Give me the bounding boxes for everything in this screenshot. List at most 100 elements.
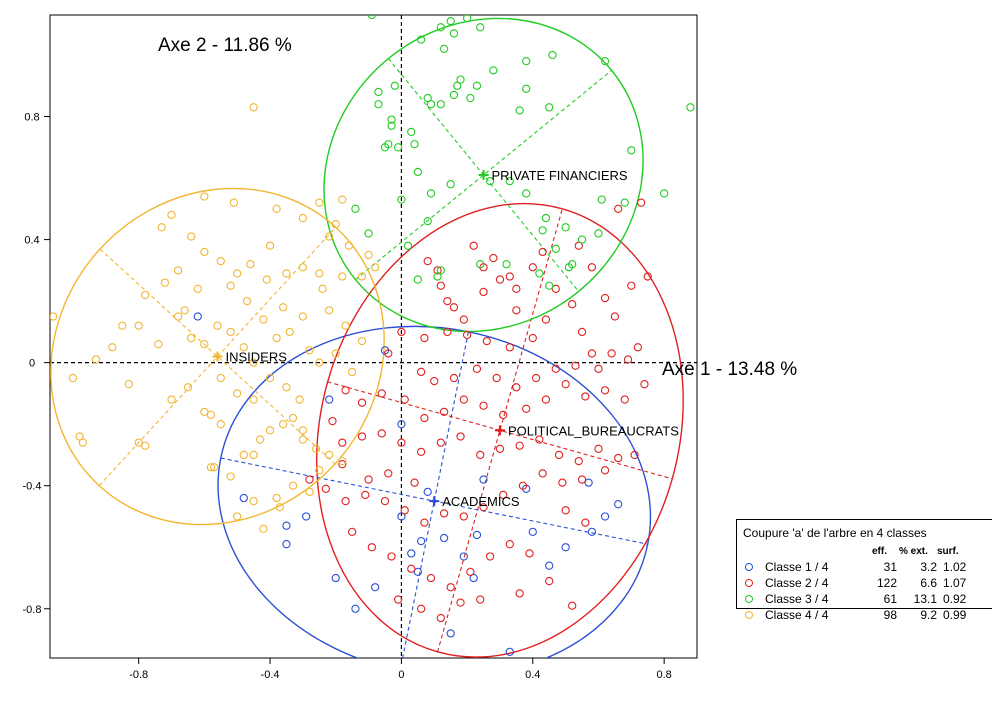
data-point bbox=[298, 312, 308, 321]
data-point bbox=[288, 413, 298, 423]
data-point bbox=[456, 598, 465, 607]
legend-title: Coupure 'a' de l'arbre en 4 classes bbox=[743, 526, 927, 540]
data-point bbox=[423, 256, 432, 266]
legend-row-label: Classe 3 / 4 bbox=[765, 592, 829, 606]
data-point bbox=[298, 435, 308, 444]
data-point bbox=[600, 293, 610, 303]
data-point bbox=[265, 426, 275, 435]
data-point bbox=[423, 216, 432, 226]
data-point bbox=[587, 349, 597, 358]
data-point bbox=[439, 509, 449, 518]
data-point bbox=[226, 327, 235, 337]
data-point bbox=[545, 576, 554, 586]
data-point bbox=[407, 549, 416, 558]
data-point bbox=[387, 121, 396, 130]
data-point bbox=[348, 527, 357, 537]
data-point bbox=[187, 232, 196, 241]
data-point bbox=[380, 143, 390, 152]
data-point bbox=[512, 284, 521, 293]
legend-row-surf: 0.99 bbox=[943, 608, 967, 622]
centroid-dot bbox=[497, 428, 503, 433]
data-point bbox=[370, 583, 380, 592]
centroid-dot bbox=[432, 498, 437, 504]
data-point bbox=[338, 456, 347, 466]
data-point bbox=[587, 527, 597, 537]
legend-row-surf: 0.92 bbox=[943, 592, 967, 606]
data-point bbox=[167, 210, 176, 220]
data-point bbox=[216, 420, 225, 429]
data-point bbox=[538, 247, 547, 257]
data-point bbox=[420, 333, 429, 343]
data-point bbox=[535, 435, 544, 444]
data-point bbox=[298, 263, 308, 272]
data-point bbox=[357, 336, 367, 346]
data-point bbox=[436, 281, 445, 290]
circle-marker-icon bbox=[745, 563, 753, 571]
data-point bbox=[305, 475, 314, 484]
data-point bbox=[459, 552, 468, 561]
data-point bbox=[216, 373, 225, 383]
data-point bbox=[607, 349, 616, 358]
legend: Coupure 'a' de l'arbre en 4 classes eff.… bbox=[736, 519, 992, 622]
data-point bbox=[259, 315, 268, 324]
data-point bbox=[433, 272, 442, 281]
data-point bbox=[492, 373, 501, 383]
data-point bbox=[265, 241, 275, 250]
data-point bbox=[416, 604, 426, 613]
data-point bbox=[528, 263, 537, 272]
x-tick-label: -0.8 bbox=[129, 669, 148, 681]
data-point bbox=[518, 481, 528, 490]
data-point bbox=[512, 306, 521, 315]
data-point bbox=[282, 269, 291, 278]
data-point bbox=[502, 260, 511, 269]
data-point bbox=[200, 247, 209, 257]
data-point bbox=[397, 327, 406, 337]
data-point bbox=[200, 407, 209, 417]
data-point bbox=[479, 503, 488, 512]
data-point bbox=[600, 56, 610, 66]
data-point bbox=[367, 543, 377, 552]
data-point bbox=[318, 284, 327, 293]
data-point bbox=[265, 373, 275, 383]
data-point bbox=[361, 490, 370, 500]
legend-row: Classe 2 / 4 122 6.6 1.07 bbox=[745, 576, 992, 592]
legend-row-ext: 13.1 bbox=[913, 592, 937, 606]
data-point bbox=[561, 380, 570, 389]
data-point bbox=[430, 376, 439, 386]
data-point bbox=[469, 573, 478, 583]
data-point bbox=[357, 272, 367, 281]
data-point bbox=[338, 460, 347, 469]
data-point bbox=[610, 312, 620, 321]
data-point bbox=[439, 44, 449, 53]
data-point bbox=[364, 229, 373, 238]
data-point bbox=[302, 512, 311, 521]
data-point bbox=[364, 250, 373, 260]
class-label: INSIDERS bbox=[225, 349, 287, 364]
data-point bbox=[453, 81, 462, 90]
y-tick-label: 0.8 bbox=[24, 112, 39, 124]
data-point bbox=[325, 395, 334, 404]
data-point bbox=[249, 103, 258, 112]
data-point bbox=[515, 589, 524, 598]
legend-row-surf: 1.02 bbox=[943, 560, 967, 574]
data-point bbox=[384, 349, 393, 358]
data-point bbox=[522, 84, 531, 93]
data-point bbox=[436, 23, 445, 32]
data-point bbox=[574, 241, 583, 250]
legend-row-ext: 9.2 bbox=[920, 608, 937, 622]
data-point bbox=[541, 395, 551, 404]
data-point bbox=[574, 456, 583, 466]
y-axis-title: Axe 2 - 11.86 % bbox=[158, 35, 292, 56]
data-point bbox=[568, 300, 577, 309]
x-tick-label: 0 bbox=[398, 669, 404, 681]
data-point bbox=[600, 466, 610, 475]
data-point bbox=[315, 198, 324, 207]
centroid-dot bbox=[215, 354, 220, 359]
data-point bbox=[413, 167, 422, 177]
data-point bbox=[446, 583, 455, 592]
data-point bbox=[449, 29, 459, 38]
data-point bbox=[627, 281, 636, 290]
data-point bbox=[472, 364, 482, 373]
legend-row-eff: 98 bbox=[883, 608, 897, 622]
data-point bbox=[68, 373, 78, 383]
